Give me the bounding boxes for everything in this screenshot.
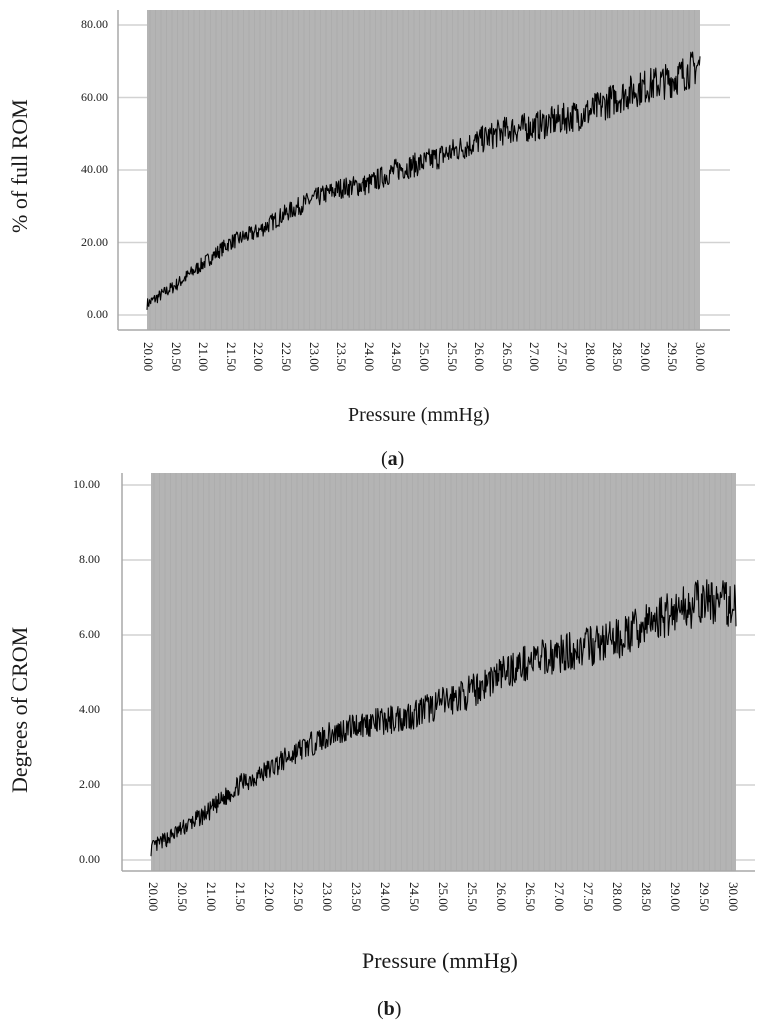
chart-a-caption: (a) [381, 448, 405, 470]
chart-a-plot [117, 10, 730, 331]
x-tick-label: 20.50 [175, 882, 190, 912]
y-tick-label: 2.00 [79, 777, 100, 791]
x-tick-label: 21.50 [233, 882, 248, 912]
x-tick-label: 27.50 [581, 882, 596, 912]
x-tick-label: 26.50 [523, 882, 538, 912]
x-tick-label: 25.50 [465, 882, 480, 912]
caption-letter-b: b [383, 998, 395, 1020]
x-tick-label: 29.00 [668, 882, 683, 912]
data-series-line [150, 579, 737, 857]
x-tick-label: 28.00 [610, 882, 625, 912]
chart-b-caption: (b) [377, 998, 402, 1020]
chart-a-x-axis-label: Pressure (mmHg) [348, 404, 490, 426]
chart-b-x-axis-label: Pressure (mmHg) [362, 948, 518, 973]
x-tick-label: 29.00 [637, 342, 653, 372]
figure-a: % of full ROM Pressure (mmHg) (a) 0.00 20… [0, 0, 765, 480]
x-tick-label: 26.00 [472, 342, 488, 372]
plot-background [147, 10, 700, 330]
x-tick-label: 22.00 [251, 342, 267, 372]
plot-background [151, 473, 736, 871]
x-tick-label: 20.00 [141, 342, 156, 372]
x-tick-label: 21.00 [204, 882, 219, 912]
y-tick-label: 40.00 [81, 162, 108, 176]
caption-letter-a: a [387, 448, 398, 470]
x-tick-label: 22.50 [279, 342, 294, 372]
x-tick-label: 28.50 [610, 342, 626, 372]
x-tick-label: 25.50 [444, 342, 460, 372]
x-tick-label: 22.00 [262, 882, 277, 912]
chart-b-plot [121, 473, 755, 872]
x-tick-label: 28.50 [639, 882, 654, 912]
y-tick-label: 4.00 [79, 702, 100, 716]
x-tick-label: 24.50 [407, 882, 422, 912]
x-tick-label: 25.00 [417, 342, 432, 372]
x-tick-label: 27.00 [552, 882, 567, 912]
x-tick-label: 26.00 [494, 882, 509, 912]
x-tick-label: 25.00 [436, 882, 451, 912]
x-tick-label: 23.00 [320, 882, 335, 912]
x-tick-label: 27.00 [527, 342, 543, 372]
y-tick-label: 10.00 [73, 477, 100, 491]
x-tick-label: 24.00 [378, 882, 393, 912]
x-tick-label: 30.00 [726, 882, 741, 912]
figure-b: Degrees of CROM Pressure (mmHg) (b) 0.00… [0, 468, 765, 1028]
chart-b-y-axis-label: Degrees of CROM [7, 626, 32, 793]
x-tick-label: 29.50 [697, 882, 712, 912]
x-tick-label: 23.50 [349, 882, 364, 912]
x-tick-label: 21.50 [223, 342, 239, 372]
x-tick-label: 24.50 [389, 342, 405, 372]
y-tick-label: 0.00 [87, 307, 108, 321]
y-tick-label: 20.00 [81, 234, 108, 249]
x-tick-label: 21.00 [196, 342, 212, 372]
x-tick-label: 20.50 [168, 342, 184, 372]
y-tick-label: 0.00 [79, 852, 100, 866]
x-tick-label: 27.50 [555, 342, 570, 372]
y-tick-label: 80.00 [81, 17, 108, 31]
data-series-line [146, 51, 701, 310]
x-tick-label: 20.00 [146, 882, 161, 912]
x-tick-label: 22.50 [291, 882, 306, 912]
x-tick-label: 26.50 [499, 342, 515, 372]
x-tick-label: 24.00 [361, 342, 377, 372]
x-tick-label: 23.00 [306, 342, 322, 372]
x-tick-label: 29.50 [665, 342, 681, 372]
y-tick-label: 8.00 [79, 552, 100, 566]
y-tick-label: 6.00 [79, 627, 100, 641]
x-tick-label: 30.00 [693, 342, 708, 372]
x-tick-label: 23.50 [334, 342, 350, 372]
chart-a-y-axis-label: % of full ROM [7, 99, 32, 233]
y-tick-label: 60.00 [81, 89, 108, 104]
x-tick-label: 28.00 [582, 342, 598, 372]
